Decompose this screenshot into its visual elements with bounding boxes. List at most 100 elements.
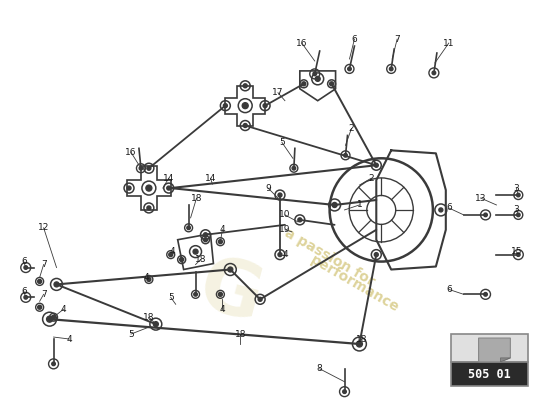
Text: 1: 1	[356, 200, 362, 210]
Text: 4: 4	[219, 305, 225, 314]
Circle shape	[37, 280, 42, 284]
Circle shape	[204, 233, 207, 237]
Circle shape	[169, 253, 173, 257]
Circle shape	[243, 124, 247, 128]
Circle shape	[389, 67, 393, 71]
Circle shape	[218, 240, 222, 244]
Text: 15: 15	[510, 247, 522, 256]
Circle shape	[315, 76, 320, 81]
Text: G: G	[190, 250, 270, 338]
Text: 3: 3	[514, 184, 519, 192]
Text: 16: 16	[125, 148, 137, 157]
Text: 18: 18	[195, 255, 206, 264]
Polygon shape	[500, 358, 510, 362]
Circle shape	[52, 315, 56, 319]
Circle shape	[37, 305, 42, 309]
Text: 14: 14	[163, 174, 174, 183]
Text: 6: 6	[446, 285, 452, 294]
Circle shape	[329, 82, 334, 86]
Circle shape	[147, 278, 151, 282]
Circle shape	[24, 266, 28, 269]
Circle shape	[167, 186, 170, 190]
Text: 4: 4	[282, 250, 288, 259]
Bar	[451, 362, 528, 386]
Text: 14: 14	[205, 174, 216, 183]
Text: 4: 4	[170, 247, 175, 256]
Circle shape	[147, 206, 151, 210]
Circle shape	[313, 72, 316, 76]
Circle shape	[194, 292, 197, 296]
Text: 16: 16	[296, 38, 307, 48]
Text: 7: 7	[41, 290, 47, 299]
Circle shape	[298, 218, 302, 222]
Text: 19: 19	[279, 225, 291, 234]
Text: 18: 18	[234, 330, 246, 338]
Text: 9: 9	[265, 184, 271, 192]
Circle shape	[484, 213, 487, 217]
Circle shape	[439, 208, 443, 212]
Text: 3: 3	[514, 206, 519, 214]
Text: 8: 8	[317, 364, 322, 373]
Text: 5: 5	[279, 138, 285, 147]
Circle shape	[375, 253, 378, 257]
Circle shape	[292, 166, 296, 170]
Circle shape	[343, 390, 346, 394]
Text: 505 01: 505 01	[468, 368, 511, 381]
Circle shape	[432, 71, 436, 75]
Circle shape	[348, 67, 351, 71]
Text: 6: 6	[446, 204, 452, 212]
Circle shape	[516, 193, 520, 197]
Circle shape	[278, 253, 282, 257]
Circle shape	[24, 296, 28, 299]
Text: 4: 4	[67, 334, 72, 344]
Circle shape	[302, 82, 306, 86]
Circle shape	[180, 258, 184, 262]
Text: 4: 4	[143, 273, 148, 282]
Circle shape	[146, 185, 152, 191]
Circle shape	[332, 202, 337, 208]
Circle shape	[242, 103, 248, 109]
Text: 4: 4	[219, 225, 225, 234]
Text: 18: 18	[191, 194, 202, 202]
Text: 2: 2	[368, 174, 374, 183]
Circle shape	[258, 297, 262, 301]
Text: 7: 7	[394, 35, 400, 44]
Circle shape	[263, 104, 267, 108]
Circle shape	[187, 226, 190, 230]
Circle shape	[47, 316, 53, 322]
Circle shape	[54, 282, 59, 287]
Text: 18: 18	[356, 334, 367, 344]
Polygon shape	[478, 338, 510, 362]
Circle shape	[204, 238, 207, 242]
Text: 6: 6	[351, 35, 358, 44]
Circle shape	[153, 322, 158, 327]
Circle shape	[356, 341, 362, 347]
Text: 7: 7	[41, 260, 47, 269]
Text: 17: 17	[272, 88, 284, 97]
Text: 18: 18	[143, 313, 155, 322]
Text: 5: 5	[168, 293, 174, 302]
Text: 6: 6	[21, 257, 26, 266]
Circle shape	[516, 213, 520, 217]
Circle shape	[228, 267, 233, 272]
Text: 12: 12	[38, 223, 50, 232]
Text: 13: 13	[475, 194, 486, 202]
Circle shape	[127, 186, 131, 190]
Circle shape	[147, 166, 151, 170]
Bar	[451, 334, 528, 362]
Circle shape	[484, 292, 487, 296]
Text: 6: 6	[21, 287, 26, 296]
Circle shape	[218, 292, 222, 296]
Text: 11: 11	[443, 38, 454, 48]
Text: 2: 2	[349, 124, 354, 133]
Circle shape	[278, 193, 282, 197]
Circle shape	[52, 362, 56, 366]
Circle shape	[375, 163, 378, 167]
Circle shape	[193, 249, 198, 254]
Text: a passion for: a passion for	[282, 226, 377, 289]
Circle shape	[516, 253, 520, 256]
Circle shape	[243, 84, 247, 88]
Text: performance: performance	[307, 253, 402, 316]
Circle shape	[223, 104, 227, 108]
Circle shape	[139, 166, 143, 170]
